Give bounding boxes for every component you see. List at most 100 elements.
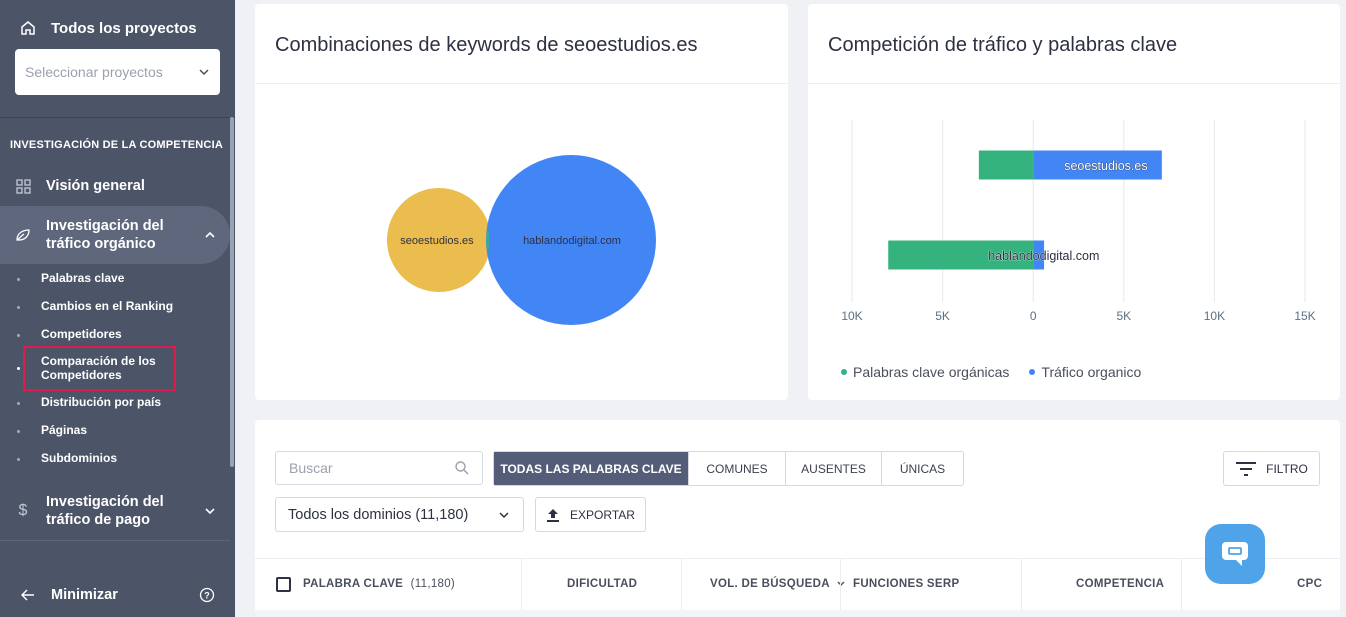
venn-title: Combinaciones de keywords de seoestudios…: [275, 34, 698, 56]
domains-select[interactable]: Todos los dominios (11,180): [275, 497, 524, 532]
venn-left-circle: [387, 188, 491, 292]
bullet-dot: [17, 306, 20, 309]
paid-line-2: tráfico de pago: [46, 512, 150, 528]
leaf-icon: [15, 227, 31, 243]
dollar-icon: $: [18, 502, 28, 519]
venn-right-label: hablandodigital.com: [523, 235, 621, 247]
chevron-down-icon: [499, 511, 509, 518]
project-select[interactable]: Seleccionar proyectos: [15, 49, 220, 95]
legend-label-organic-keywords: Palabras clave orgánicas: [853, 364, 1010, 380]
sidebar-item-label: Investigación del tráfico orgánico: [46, 217, 164, 253]
x-tick-label: 5K: [1116, 309, 1131, 323]
sidebar-item-label: Visión general: [46, 178, 145, 194]
column-separator: [840, 559, 841, 611]
upload-icon: [547, 508, 560, 522]
chevron-up-icon: [205, 231, 215, 238]
x-tick-label: 15K: [1294, 309, 1315, 323]
filter-icon: [1236, 461, 1257, 476]
sidebar-scrollbar[interactable]: [230, 117, 234, 467]
search-placeholder: Buscar: [289, 460, 333, 476]
table-top-border: [255, 558, 1340, 559]
sidebar-divider: [0, 117, 235, 118]
help-icon[interactable]: ?: [199, 587, 215, 603]
filter-button[interactable]: FILTRO: [1223, 451, 1320, 486]
column-volume[interactable]: VOL. DE BÚSQUEDA: [710, 578, 846, 590]
sidebar-sub-subdomains[interactable]: Subdominios: [41, 451, 117, 465]
project-select-placeholder: Seleccionar proyectos: [25, 64, 163, 80]
sidebar-item-label: Investigación del tráfico de pago: [46, 493, 164, 529]
venn-right-circle: [486, 155, 656, 325]
venn-card: Combinaciones de keywords de seoestudios…: [255, 4, 788, 400]
column-difficulty[interactable]: DIFICULTAD: [567, 578, 638, 590]
paid-line-1: Investigación del: [46, 494, 164, 510]
bullet-dot-active: [17, 367, 20, 370]
home-icon: [21, 21, 35, 35]
x-tick-label: 5K: [935, 309, 950, 323]
sidebar-sub-country-distribution[interactable]: Distribución por país: [41, 395, 162, 409]
table-header-bottom: [255, 610, 1340, 617]
sidebar-section-title: INVESTIGACIÓN DE LA COMPETENCIA: [10, 139, 223, 151]
organic-line-1: Investigación del: [46, 218, 164, 234]
legend-swatch-organic-keywords: [841, 369, 847, 375]
column-separator: [521, 559, 522, 611]
column-keyword-label: PALABRA CLAVE: [303, 578, 404, 590]
comparison-line-1: Comparación de los: [41, 354, 156, 368]
filter-label: FILTRO: [1266, 461, 1308, 476]
column-separator: [1021, 559, 1022, 611]
column-volume-label: VOL. DE BÚSQUEDA: [710, 578, 830, 590]
bullet-dot: [17, 430, 20, 433]
minimize-label: Minimizar: [51, 587, 118, 603]
chevron-down-icon: [205, 508, 215, 515]
chevron-down-icon: [199, 69, 209, 76]
sidebar-sub-ranking-changes[interactable]: Cambios en el Ranking: [41, 299, 174, 313]
venn-left-label: seoestudios.es: [400, 235, 474, 247]
domains-value: Todos los dominios (11,180): [288, 506, 469, 523]
search-input[interactable]: Buscar: [275, 451, 483, 485]
card-divider: [255, 83, 788, 84]
sidebar-sub-pages[interactable]: Páginas: [41, 423, 88, 437]
column-competition[interactable]: COMPETENCIA: [1076, 578, 1165, 590]
x-tick-label: 0: [1030, 309, 1037, 323]
column-separator: [681, 559, 682, 611]
highlight-box: [23, 346, 176, 391]
column-cpc[interactable]: CPC: [1297, 578, 1323, 590]
column-separator: [1181, 559, 1182, 611]
export-button[interactable]: EXPORTAR: [535, 497, 646, 532]
tab-missing[interactable]: AUSENTES: [786, 452, 882, 485]
bar-organic-traffic: [1033, 240, 1045, 270]
chat-button[interactable]: [1205, 524, 1265, 584]
column-keyword[interactable]: PALABRA CLAVE (11,180): [303, 578, 455, 590]
all-projects-link[interactable]: Todos los proyectos: [0, 0, 235, 56]
comparison-line-2: Competidores: [41, 368, 122, 382]
select-all-checkbox[interactable]: [276, 577, 291, 592]
bullet-dot: [17, 402, 20, 405]
chart-legend: Palabras clave orgánicas Tráfico organic…: [841, 364, 1141, 380]
bullet-dot: [17, 458, 20, 461]
x-tick-label: 10K: [841, 309, 862, 323]
sidebar-sub-competitor-comparison[interactable]: Comparación de los Competidores: [41, 354, 156, 382]
all-projects-label: Todos los proyectos: [51, 19, 197, 37]
chat-icon: [1222, 542, 1248, 566]
card-divider: [808, 83, 1340, 84]
sidebar-sub-competitors[interactable]: Competidores: [41, 327, 122, 341]
column-serp-features[interactable]: FUNCIONES SERP: [853, 578, 960, 590]
bullet-dot: [17, 278, 20, 281]
sidebar-sub-keywords[interactable]: Palabras clave: [41, 271, 125, 285]
bullet-dot: [17, 334, 20, 337]
svg-text:?: ?: [204, 591, 210, 601]
tab-common[interactable]: COMUNES: [689, 452, 786, 485]
sidebar-item-paid-research[interactable]: $ Investigación del tráfico de pago: [0, 492, 230, 530]
minimize-button[interactable]: Minimizar ?: [0, 585, 230, 605]
competition-card: Competición de tráfico y palabras clave …: [808, 4, 1340, 400]
sidebar-item-overview[interactable]: Visión general: [0, 176, 145, 196]
bar-organic-keywords: [978, 150, 1034, 180]
venn-overlap: [486, 226, 489, 254]
keyword-count: (11,180): [410, 578, 456, 590]
grid-icon: [15, 178, 31, 194]
sidebar-divider: [0, 540, 230, 541]
tab-unique[interactable]: ÚNICAS: [899, 461, 946, 476]
arrow-left-icon: [20, 587, 36, 603]
sidebar-item-organic-research[interactable]: Investigación del tráfico orgánico: [0, 206, 230, 264]
export-label: EXPORTAR: [570, 507, 635, 522]
tab-all-keywords[interactable]: TODAS LAS PALABRAS CLAVE: [494, 452, 689, 485]
